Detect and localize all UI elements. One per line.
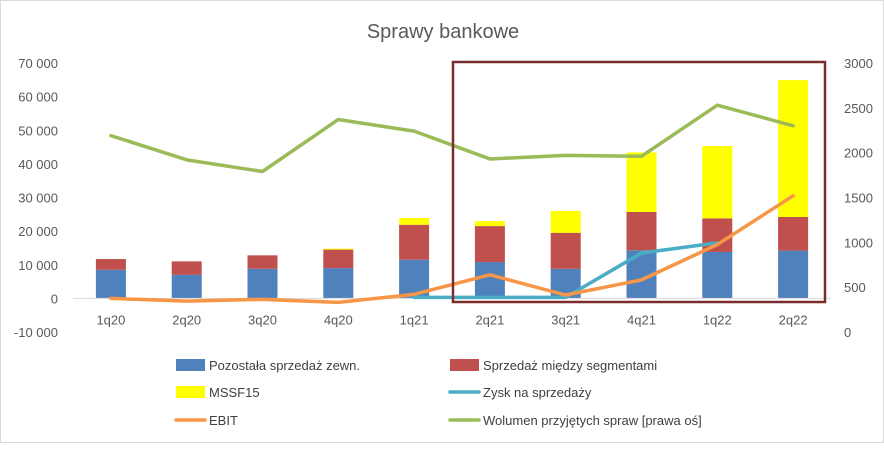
bar-external-2q20: [171, 274, 202, 299]
bar-external-1q22: [702, 251, 733, 299]
x-tick-label: 4q20: [324, 312, 353, 327]
y-tick-label: 30 000: [18, 191, 58, 206]
legend-swatch: [176, 359, 205, 371]
y2-tick-label: 2500: [844, 101, 873, 116]
x-tick-label: 2q22: [779, 312, 808, 327]
highlight-box: [451, 60, 827, 304]
bar-external-1q20: [95, 269, 126, 299]
legend-label: EBIT: [209, 413, 238, 428]
y2-tick-label: 3000: [844, 56, 873, 71]
bar-intersegment-1q22: [702, 218, 733, 252]
legend: Pozostała sprzedaż zewn. Sprzedaż między …: [174, 358, 702, 428]
bar-intersegment-1q20: [95, 259, 126, 270]
x-tick-label: 4q21: [627, 312, 656, 327]
x-tick-label: 3q21: [551, 312, 580, 327]
legend-swatch: [176, 386, 205, 398]
bar-intersegment-3q21: [550, 232, 581, 269]
x-tick-label: 3q20: [248, 312, 277, 327]
y2-tick-label: 0: [844, 325, 851, 340]
bar-external-4q20: [323, 268, 354, 299]
y-tick-label: 40 000: [18, 157, 58, 172]
legend-label: Wolumen przyjętych spraw [prawa oś]: [483, 413, 702, 428]
x-tick-label: 1q21: [400, 312, 429, 327]
y-tick-label: 10 000: [18, 258, 58, 273]
x-tick-label: 2q20: [172, 312, 201, 327]
bar-intersegment-2q22: [778, 217, 809, 251]
legend-label: Pozostała sprzedaż zewn.: [209, 358, 360, 373]
bar-intersegment-4q21: [626, 211, 657, 251]
x-tick-label: 1q20: [96, 312, 125, 327]
x-tick-label: 1q22: [703, 312, 732, 327]
y-tick-label: 20 000: [18, 224, 58, 239]
bar-intersegment-3q20: [247, 255, 278, 269]
bar-mssf15-3q21: [550, 210, 581, 233]
x-tick-label: 2q21: [475, 312, 504, 327]
legend-label: Zysk na sprzedaży: [483, 385, 592, 400]
bar-mssf15-1q21: [399, 218, 430, 225]
bar-external-2q21: [474, 262, 505, 299]
bar-intersegment-2q21: [474, 226, 505, 263]
y-axis-left-ticks: -10 000 0 10 000 20 000 30 000 40 000 50 000 60…: [14, 56, 58, 340]
x-axis-ticks: 1q20 2q20 3q20 4q20 1q21 2q21 3q21 4q21 1q22 2q22: [96, 312, 807, 327]
y2-tick-label: 2000: [844, 146, 873, 161]
bar-mssf15-4q20: [323, 248, 354, 250]
bars-group: [95, 80, 809, 299]
legend-label: MSSF15: [209, 385, 260, 400]
y-tick-label: 50 000: [18, 123, 58, 138]
bar-external-3q20: [247, 268, 278, 299]
bar-intersegment-1q21: [399, 224, 430, 260]
chart-title: Sprawy bankowe: [367, 21, 519, 43]
bar-mssf15-1q22: [702, 146, 733, 219]
bar-external-2q22: [778, 250, 809, 299]
y2-tick-label: 500: [844, 280, 866, 295]
bar-mssf15-2q21: [474, 221, 505, 227]
bar-mssf15-4q21: [626, 152, 657, 212]
y-tick-label: -10 000: [14, 325, 58, 340]
y-axis-right-ticks: 0 500 1000 1500 2000 2500 3000: [844, 56, 873, 340]
y-tick-label: 60 000: [18, 90, 58, 105]
bar-intersegment-2q20: [171, 261, 202, 275]
bar-intersegment-4q20: [323, 249, 354, 269]
legend-swatch: [450, 359, 479, 371]
y2-tick-label: 1500: [844, 191, 873, 206]
y2-tick-label: 1000: [844, 235, 873, 250]
y-tick-label: 0: [51, 291, 58, 306]
line-zysk: [412, 241, 720, 300]
legend-label: Sprzedaż między segmentami: [483, 358, 657, 373]
y-tick-label: 70 000: [18, 56, 58, 71]
